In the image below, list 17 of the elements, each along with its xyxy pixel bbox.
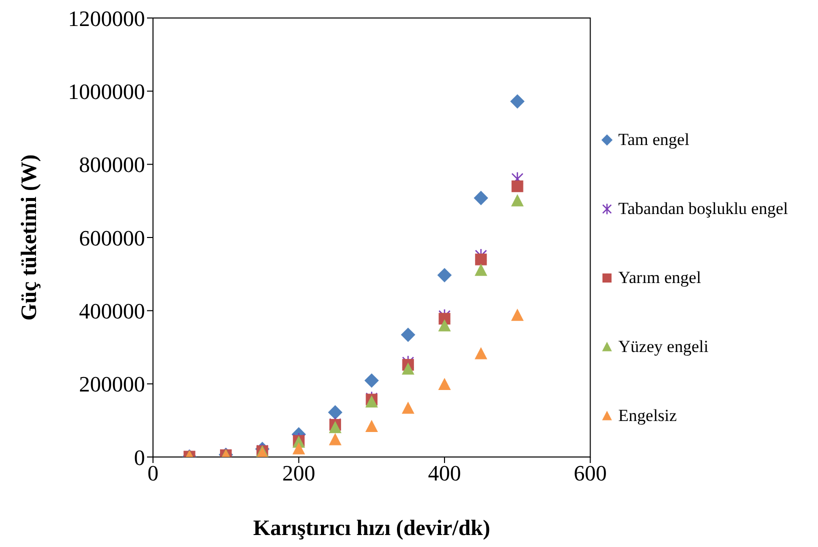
- y-tick-label: 200000: [79, 372, 145, 397]
- y-tick-label: 800000: [79, 152, 145, 178]
- y-tick-label: 1200000: [68, 6, 145, 31]
- legend-label: Yüzey engeli: [618, 336, 708, 356]
- y-tick-label: 1000000: [68, 78, 145, 104]
- x-tick-label: 600: [574, 460, 607, 486]
- x-tick-label: 200: [282, 460, 316, 486]
- y-tick-label: 400000: [79, 298, 145, 324]
- legend-label: Tam engel: [618, 130, 690, 150]
- y-axis-title: Güç tüketimi (W): [16, 154, 41, 321]
- x-tick-label: 400: [428, 460, 462, 486]
- legend-label: Engelsiz: [618, 406, 677, 426]
- legend-label: Tabandan boşluklu engel: [618, 198, 788, 218]
- y-tick-label: 0: [134, 444, 145, 470]
- legend-label: Yarım engel: [618, 268, 702, 288]
- x-axis-title: Karıştırıcı hızı (devir/dk): [253, 515, 490, 540]
- y-tick-label: 600000: [79, 225, 145, 250]
